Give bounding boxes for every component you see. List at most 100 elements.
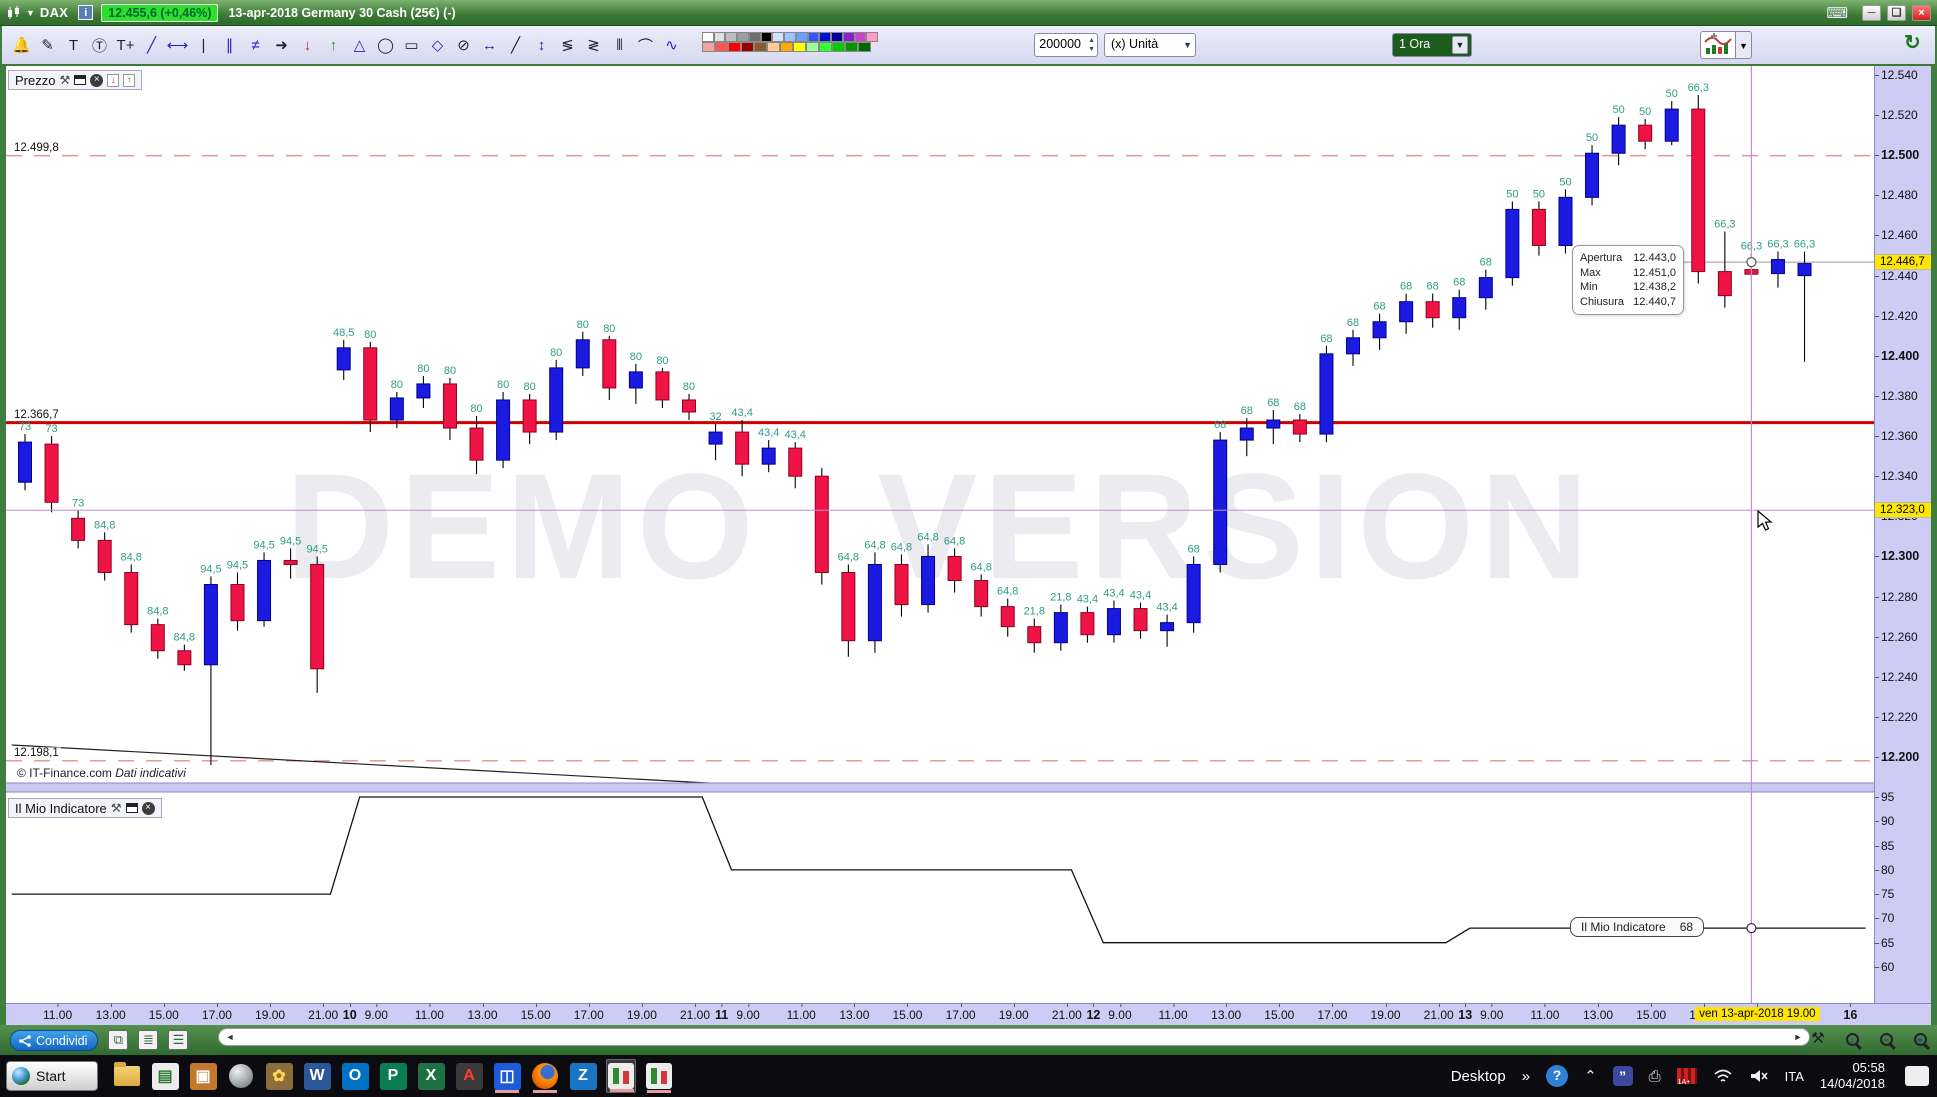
alert-bell-icon[interactable]: 🔔 xyxy=(12,37,31,54)
candle-body[interactable] xyxy=(575,339,590,369)
chart-window-icon[interactable] xyxy=(644,1059,674,1093)
color-swatch[interactable] xyxy=(713,32,726,42)
crossed-ellipse-icon[interactable]: ⊘ xyxy=(457,37,470,54)
candle-body[interactable] xyxy=(416,383,431,399)
color-swatch[interactable] xyxy=(819,32,832,42)
candle-body[interactable] xyxy=(1239,427,1254,441)
news-icon[interactable]: ≣ xyxy=(138,1030,159,1050)
text-label-icon[interactable]: T xyxy=(68,36,79,54)
candle-body[interactable] xyxy=(735,431,750,465)
candle-body[interactable] xyxy=(1399,301,1414,323)
color-swatch[interactable] xyxy=(795,32,808,42)
scroll-right-icon[interactable]: ► xyxy=(1793,1032,1803,1042)
candle-body[interactable] xyxy=(1346,337,1360,355)
candle-body[interactable] xyxy=(1717,271,1732,297)
sphere-icon[interactable] xyxy=(226,1059,256,1093)
screenshot-icon[interactable]: ⎙ xyxy=(1648,1067,1661,1085)
candle-body[interactable] xyxy=(18,441,32,483)
depth-icon[interactable]: ☰ xyxy=(168,1030,189,1050)
publisher-icon[interactable]: P xyxy=(378,1059,408,1093)
candle-body[interactable] xyxy=(1638,124,1653,142)
arc-icon[interactable]: ⌒ xyxy=(637,37,653,55)
color-swatch[interactable] xyxy=(741,42,754,52)
candle-body[interactable] xyxy=(203,584,218,666)
candle-body[interactable] xyxy=(283,559,298,565)
price-axis[interactable]: 12.446,7 12.323,0 12.540 12.520 12.500 12.4… xyxy=(1874,66,1931,1003)
color-swatch[interactable] xyxy=(725,32,738,42)
candle-body[interactable] xyxy=(788,447,803,477)
candle-body[interactable] xyxy=(1000,606,1015,628)
language-indicator[interactable]: ITA xyxy=(1784,1068,1804,1084)
candle-body[interactable] xyxy=(230,584,245,622)
candle-body[interactable] xyxy=(1053,612,1068,644)
notepad-icon[interactable]: ▤ xyxy=(150,1059,180,1093)
color-swatch[interactable] xyxy=(737,32,749,42)
color-swatch[interactable] xyxy=(748,32,761,42)
candle-body[interactable] xyxy=(1664,108,1679,142)
time-axis[interactable]: ven 13-apr-2018 19.00 11.00 13.00 15.00 17.… xyxy=(6,1003,1931,1025)
arrow-up-icon[interactable]: ↑ xyxy=(329,36,338,54)
ellipse-icon[interactable]: ◯ xyxy=(377,37,394,54)
candle-body[interactable] xyxy=(814,475,829,573)
candle-body[interactable] xyxy=(1186,563,1201,624)
candle-body[interactable] xyxy=(974,580,989,608)
candle-body[interactable] xyxy=(1292,419,1307,435)
extend-horizontal-icon[interactable]: ↔ xyxy=(482,36,497,54)
candle-body[interactable] xyxy=(761,447,776,465)
color-swatch[interactable] xyxy=(819,42,832,52)
ruler-icon[interactable]: ✎ xyxy=(41,37,54,54)
candle-body[interactable] xyxy=(1505,208,1520,279)
vertical-line-icon[interactable]: | xyxy=(201,36,206,54)
firefox-icon[interactable] xyxy=(530,1059,560,1093)
stepper-arrows-icon[interactable]: ▲ ▼ xyxy=(1088,37,1095,53)
candle-body[interactable] xyxy=(1160,622,1175,632)
chart-settings-icon[interactable]: ⚒ xyxy=(1811,1030,1825,1047)
candle-body[interactable] xyxy=(1133,608,1148,632)
indicator-value-tag[interactable]: Il Mio Indicatore 68 xyxy=(1570,917,1705,937)
triangle-icon[interactable]: △ xyxy=(353,37,366,54)
candle-body[interactable] xyxy=(1213,439,1228,565)
desktop-button[interactable]: Desktop xyxy=(1450,1067,1506,1085)
color-swatch[interactable] xyxy=(702,32,714,42)
candle-body[interactable] xyxy=(1611,124,1626,154)
candle-body[interactable] xyxy=(177,650,192,666)
scroll-left-icon[interactable]: ◄ xyxy=(225,1032,235,1042)
zigzag-icon[interactable]: ∿ xyxy=(665,37,678,54)
outlook-icon[interactable]: O xyxy=(340,1059,370,1093)
candle-body[interactable] xyxy=(1691,108,1706,273)
candle-body[interactable] xyxy=(1531,208,1546,247)
unit-select[interactable]: (x) Unità ▼ xyxy=(1104,33,1196,57)
candle-body[interactable] xyxy=(867,563,882,642)
candle-body[interactable] xyxy=(1266,419,1281,429)
color-swatch[interactable] xyxy=(832,42,845,52)
help-icon[interactable]: ? xyxy=(1546,1065,1569,1087)
chart-type-button[interactable] xyxy=(1700,31,1736,59)
horizontal-line-icon[interactable]: ⟷ xyxy=(166,37,189,54)
candle-body[interactable] xyxy=(1372,321,1387,339)
panel-separator[interactable] xyxy=(6,783,1874,792)
candle-body[interactable] xyxy=(708,431,723,445)
color-swatch[interactable] xyxy=(760,32,773,42)
arrow-marker-icon[interactable]: ➜ xyxy=(275,37,288,54)
candle-body[interactable] xyxy=(1027,626,1042,644)
close-icon[interactable]: × xyxy=(90,73,104,87)
keyboard-icon[interactable]: ⌨ xyxy=(1826,4,1848,22)
color-swatch[interactable] xyxy=(858,42,871,52)
candle-body[interactable] xyxy=(921,555,936,606)
taskbar-clock[interactable]: 05:58 14/04/2018 xyxy=(1820,1060,1885,1092)
candle-body[interactable] xyxy=(310,563,325,670)
color-swatch[interactable] xyxy=(702,42,715,52)
candle-body[interactable] xyxy=(549,367,564,433)
window-icon[interactable] xyxy=(74,75,87,85)
fibonacci-icon[interactable]: ≠ xyxy=(251,36,260,54)
volume-bars-icon[interactable]: ⦀ xyxy=(616,36,623,54)
candle-body[interactable] xyxy=(1080,612,1095,636)
zoom-fit-icon[interactable]: ↕ xyxy=(1839,1028,1865,1050)
candle-body[interactable] xyxy=(1770,259,1785,275)
color-swatch[interactable] xyxy=(772,32,785,42)
candle-body[interactable] xyxy=(947,555,962,582)
quote-app-icon[interactable]: ” xyxy=(1612,1066,1633,1086)
pattern-up-icon[interactable]: ≶ xyxy=(561,37,574,54)
color-swatch[interactable] xyxy=(845,42,858,52)
text-anchor-icon[interactable]: T+ xyxy=(116,36,135,54)
